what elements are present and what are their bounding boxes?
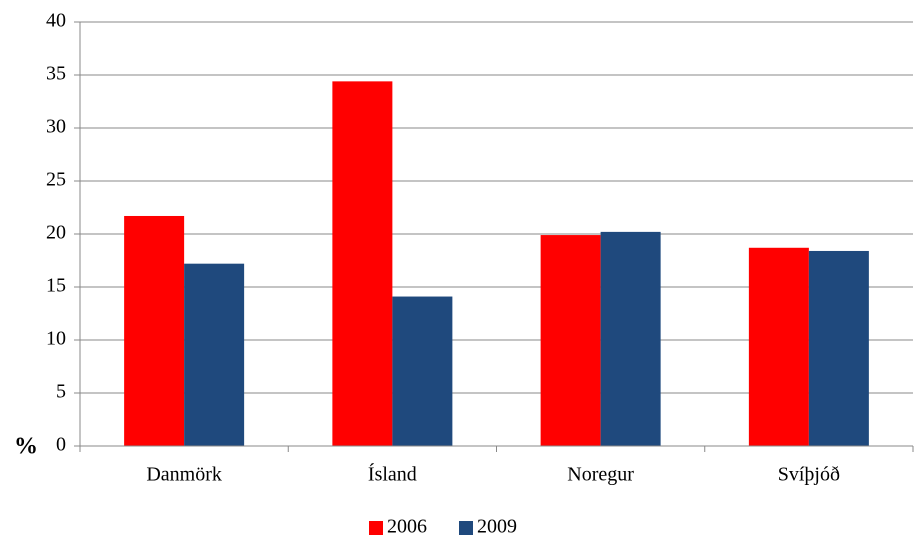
- bar: [600, 231, 661, 446]
- bar: [392, 296, 453, 446]
- legend-swatch: [369, 521, 383, 535]
- y-tick-label: 15: [46, 275, 66, 297]
- y-tick-label: 25: [46, 169, 66, 191]
- y-axis-label: %: [14, 434, 38, 460]
- legend-swatch: [459, 521, 473, 535]
- x-tick-label: Danmörk: [146, 464, 222, 486]
- y-tick-label: 20: [46, 222, 66, 244]
- legend-label: 2006: [387, 516, 427, 538]
- y-tick-label: 40: [46, 10, 66, 32]
- y-tick-label: 10: [46, 328, 66, 350]
- y-tick-label: 30: [46, 116, 66, 138]
- y-tick-label: 0: [56, 434, 66, 456]
- y-tick-label: 5: [56, 381, 66, 403]
- bar: [748, 247, 809, 446]
- bar: [540, 235, 601, 446]
- y-tick-label: 35: [46, 63, 66, 85]
- x-tick-label: Svíþjóð: [778, 464, 840, 486]
- x-tick-label: Noregur: [567, 464, 634, 486]
- bar: [184, 263, 245, 446]
- bar: [124, 215, 185, 446]
- legend-label: 2009: [477, 516, 517, 538]
- bar: [332, 81, 393, 447]
- x-tick-label: Ísland: [368, 463, 417, 486]
- bar: [808, 250, 869, 446]
